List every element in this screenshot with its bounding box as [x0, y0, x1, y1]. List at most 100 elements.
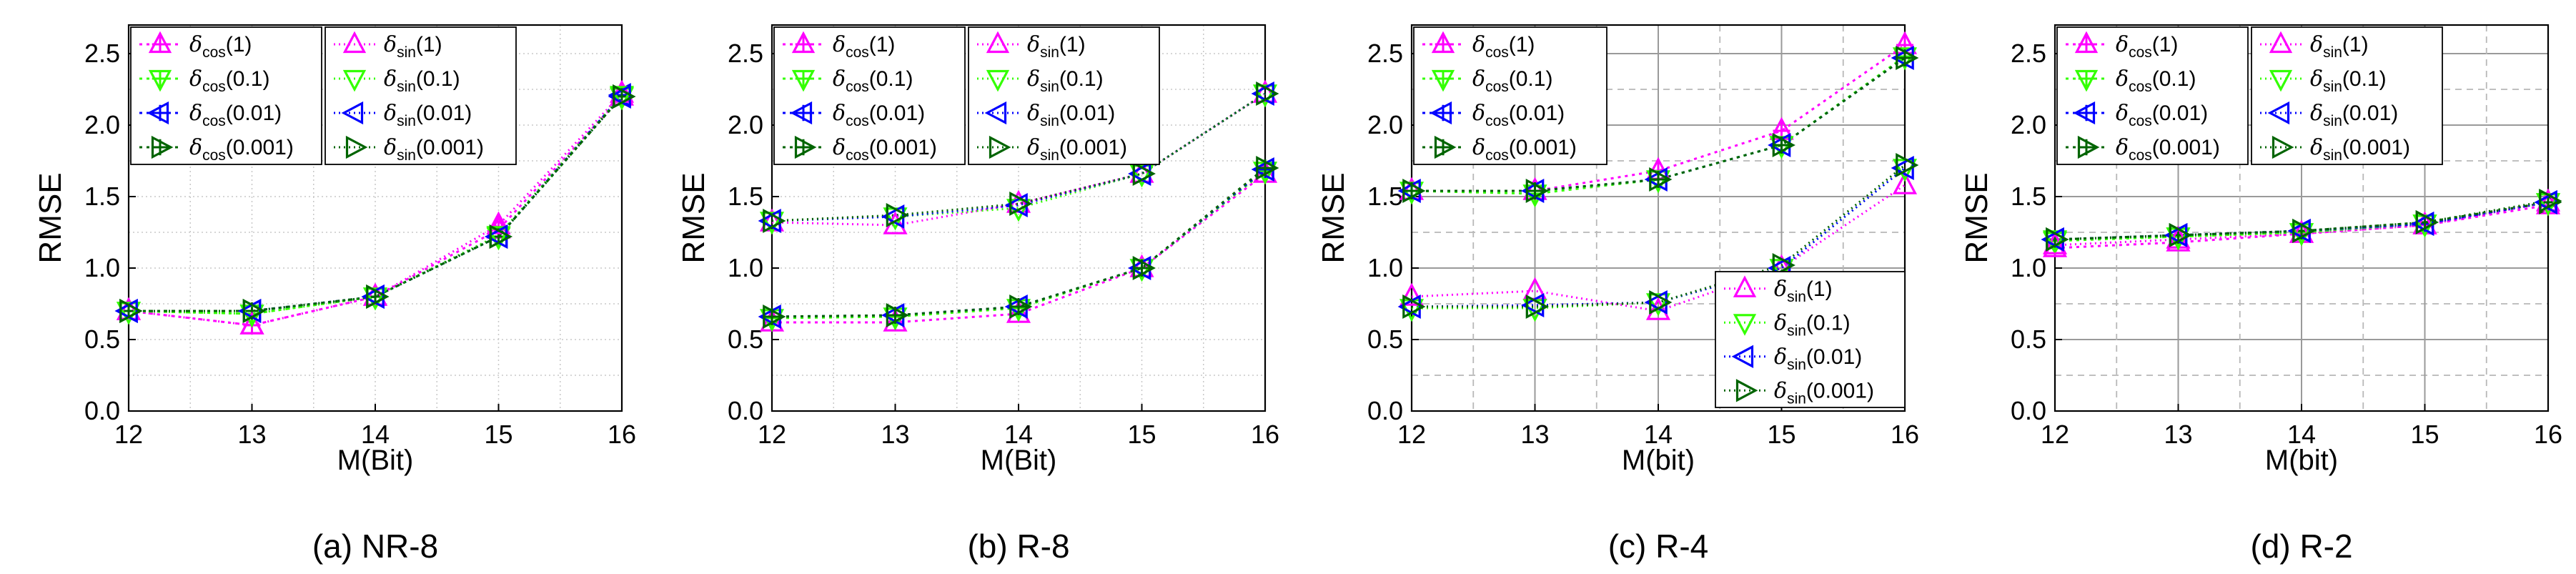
legend-label-sin0001: δsin(0.001): [2310, 135, 2410, 164]
data-point-sin0001: [242, 298, 266, 324]
legend: δsin(1) δsin(0.1) δsin(0.01) δsin(0.001): [968, 26, 1160, 165]
y-tick-label: 2.0: [728, 110, 763, 139]
y-tick-label: 2.0: [2011, 110, 2046, 139]
data-point-sin01: [1252, 84, 1278, 108]
y-tick-label: 0.5: [84, 325, 120, 354]
x-tick-label: 13: [237, 420, 266, 449]
data-point-sin001: [2164, 222, 2188, 248]
legend-label-cos001: δcos(0.01): [1472, 101, 1565, 129]
legend-marker-sin001: [341, 101, 364, 125]
data-point-sin1: [1892, 171, 1918, 194]
data-point-sin1: [2535, 188, 2561, 212]
data-point-sin1: [239, 311, 264, 335]
legend-label-sin0001: δsin(0.001): [1027, 135, 1127, 164]
legend-marker-cos001: [147, 101, 169, 125]
legend-label-cos0001: δcos(0.001): [2116, 135, 2220, 164]
legend: δsin(1) δsin(0.1) δsin(0.01) δsin(0.001): [325, 26, 517, 165]
panel-caption: (b) R-8: [967, 528, 1069, 565]
x-tick-label: 13: [2164, 420, 2192, 449]
legend-marker-sin0001: [345, 135, 368, 159]
panel-caption: (a) NR-8: [312, 528, 438, 565]
x-tick-label: 14: [1004, 420, 1033, 449]
legend: δsin(1) δsin(0.1) δsin(0.01) δsin(0.001): [2251, 26, 2443, 165]
legend-marker-sin01: [1733, 314, 1757, 336]
data-point-sin0001: [2046, 227, 2069, 252]
y-tick-label: 0.0: [728, 396, 763, 425]
y-tick-label: 0.0: [1367, 396, 1403, 425]
legend-marker-sin01: [986, 69, 1010, 92]
data-point-sin1: [362, 282, 388, 306]
data-point-sin0001: [1256, 81, 1279, 107]
panel-3: 0.0 0.5 1.0 1.5 2.0 2.5 12 13 14 15 16 M(bit) RMSE (c…: [1316, 24, 1919, 565]
data-point-sin001: [485, 224, 508, 249]
legend-marker-sin1: [986, 31, 1010, 54]
y-tick-label: 0.5: [728, 325, 763, 354]
legend: δcos(1) δcos(0.1) δcos(0.01) δcos(0.001): [130, 26, 322, 165]
y-tick-label: 2.0: [84, 110, 120, 139]
y-tick-label: 2.5: [84, 39, 120, 68]
legend-label-sin0001: δsin(0.001): [384, 135, 484, 164]
data-point-cos0001: [1525, 178, 1549, 204]
panel-caption: (c) R-4: [1608, 528, 1709, 565]
legend-label-cos1: δcos(1): [189, 32, 252, 61]
legend-label-sin1: δsin(1): [1774, 277, 1833, 305]
legend-marker-cos1: [1431, 31, 1455, 54]
x-axis-label: M(bit): [1622, 445, 1695, 476]
legend-box: [2056, 26, 2249, 165]
legend-marker-cos001: [1430, 101, 1452, 125]
data-point-sin0001: [1132, 161, 1156, 187]
x-tick-label: 16: [608, 420, 636, 449]
data-point-sin1: [486, 211, 511, 234]
x-tick-label: 14: [1644, 420, 1673, 449]
x-axis-label: M(Bit): [337, 445, 414, 476]
legend-label-cos1: δcos(1): [1472, 32, 1535, 61]
legend-marker-cos0001: [2077, 135, 2100, 159]
data-point-sin01: [609, 86, 635, 109]
x-tick-label: 14: [2287, 420, 2316, 449]
legend-label-sin1: δsin(1): [384, 32, 442, 61]
x-tick-label: 12: [2041, 420, 2069, 449]
series-line-cos0001: [771, 167, 1266, 318]
legend-label-cos001: δcos(0.01): [2116, 101, 2208, 129]
data-point-sin01: [759, 212, 785, 235]
legend-marker-cos1: [791, 31, 816, 54]
y-axis-label: RMSE: [33, 172, 68, 263]
series-line-cos1: [772, 172, 1266, 324]
x-tick-label: 12: [1397, 420, 1426, 449]
data-point-sin001: [1397, 294, 1421, 320]
x-tick-label: 16: [1891, 420, 1919, 449]
legend-label-cos0001: δcos(0.001): [833, 135, 937, 164]
legend-label-cos1: δcos(1): [2116, 32, 2178, 61]
legend-marker-cos01: [2074, 69, 2099, 92]
y-tick-label: 2.5: [728, 39, 763, 68]
y-tick-label: 1.5: [2011, 182, 2046, 211]
x-tick-label: 12: [758, 420, 786, 449]
data-point-sin0001: [1009, 191, 1033, 217]
y-tick-label: 0.0: [84, 396, 120, 425]
legend-marker-cos1: [2074, 31, 2099, 54]
data-point-sin0001: [366, 284, 390, 310]
legend-label-sin01: δsin(0.1): [384, 66, 460, 95]
panel-2: 0.0 0.5 1.0 1.5 2.0 2.5 12 13 14 15 16 M(Bit) RMSE (b…: [676, 24, 1279, 565]
data-point-sin0001: [1896, 152, 1919, 178]
x-tick-label: 12: [114, 420, 143, 449]
x-tick-label: 14: [361, 420, 390, 449]
legend-marker-sin1: [342, 31, 367, 54]
y-tick-label: 0.0: [2011, 396, 2046, 425]
data-point-sin001: [2041, 227, 2064, 252]
data-point-sin0001: [613, 84, 636, 109]
data-point-cos0001: [1009, 294, 1033, 320]
data-point-sin001: [758, 208, 781, 234]
y-axis-label: RMSE: [676, 172, 711, 263]
data-point-sin001: [361, 284, 385, 310]
legend-label-sin001: δsin(0.01): [2310, 101, 2398, 129]
legend-label-sin001: δsin(0.01): [384, 101, 472, 129]
data-point-cos0001: [1649, 167, 1673, 192]
data-point-sin001: [1128, 161, 1151, 187]
legend-marker-cos01: [1431, 69, 1455, 92]
data-point-sin0001: [2539, 188, 2562, 214]
y-tick-label: 1.0: [1367, 253, 1403, 282]
data-point-cos0001: [1896, 45, 1919, 71]
data-point-cos0001: [1132, 255, 1156, 281]
